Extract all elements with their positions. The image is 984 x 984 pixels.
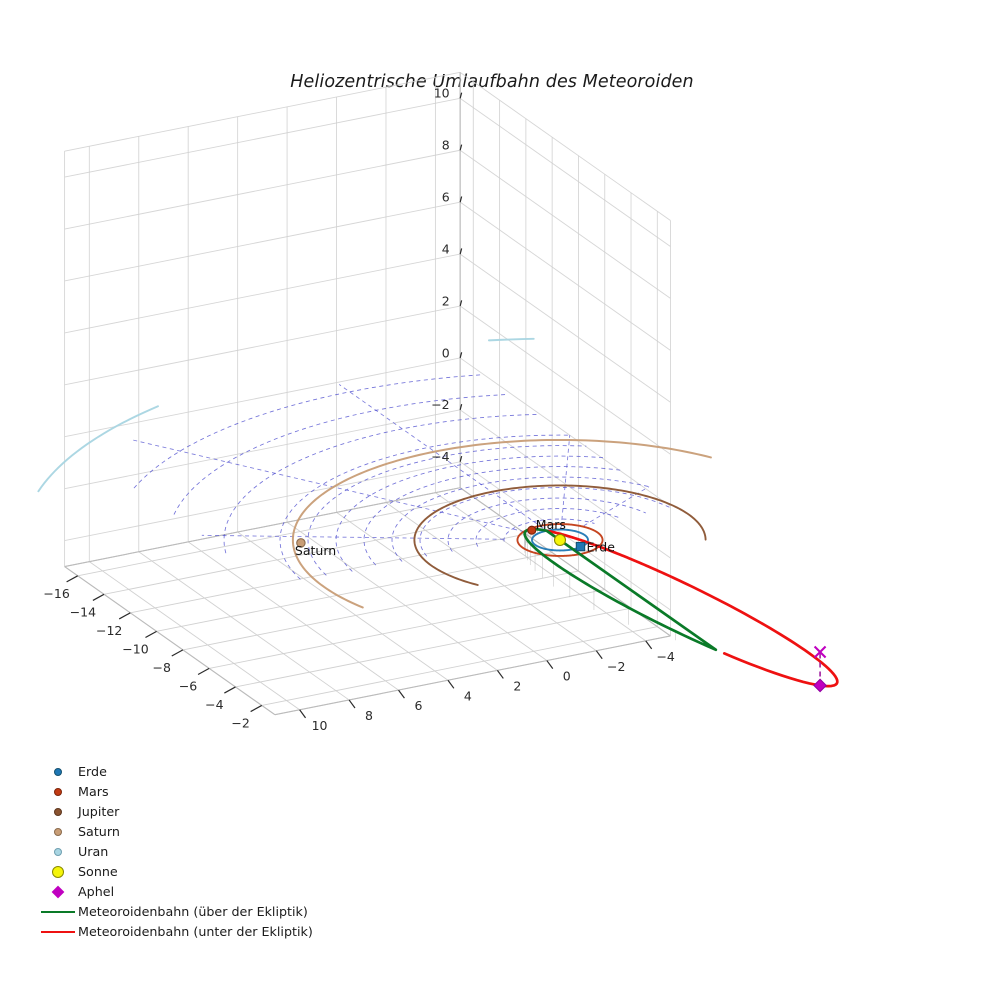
diamond-icon [51, 885, 65, 899]
body-label-saturn: Saturn [295, 543, 336, 558]
axis-tick-label: −6 [179, 679, 197, 694]
axis-tick-label: −14 [70, 604, 96, 619]
sonne-marker-icon [38, 862, 78, 882]
body-label-mars: Mars [536, 517, 566, 532]
mars-marker-icon [38, 782, 78, 802]
legend-label: Saturn [78, 824, 120, 839]
axis-tick-label: −2 [231, 716, 249, 731]
axis-tick-label: 6 [442, 190, 450, 205]
circle-icon [54, 808, 62, 816]
circle-icon [54, 828, 62, 836]
jupiter-marker-icon [38, 802, 78, 822]
meteoroid-orbit [523, 527, 839, 688]
axis-tick-label: −16 [43, 586, 69, 601]
axis-tick-label: 4 [464, 688, 472, 703]
legend-label: Sonne [78, 864, 118, 879]
erde-marker-icon [38, 762, 78, 782]
legend-label: Meteoroidenbahn (über der Ekliptik) [78, 904, 308, 919]
legend-item-aphel[interactable]: Aphel [38, 882, 368, 902]
legend-item-meteoroidenbahn[interactable]: Meteoroidenbahn (unter der Ekliptik) [38, 922, 368, 942]
circle-icon [52, 866, 64, 878]
planet-orbits [37, 337, 712, 609]
legend-label: Erde [78, 764, 107, 779]
axis-tick-label: −2 [607, 659, 625, 674]
axis-tick-label: 10 [434, 86, 450, 101]
axis-tick-label: 6 [414, 698, 422, 713]
axis-tick-label: 10 [312, 718, 328, 733]
polar-grid [132, 374, 671, 580]
axis-tick-label: 4 [442, 241, 450, 256]
legend-item-erde[interactable]: Erde [38, 762, 368, 782]
page-title: Heliozentrische Umlaufbahn des Meteoroid… [290, 72, 694, 92]
axes-panes [64, 71, 671, 716]
legend-label: Mars [78, 784, 109, 799]
line-swatch-icon [38, 922, 78, 942]
axis-tick-label: 2 [442, 293, 450, 308]
axis-tick-label: −10 [122, 641, 148, 656]
legend-label: Jupiter [78, 804, 120, 819]
axis-tick-label: 2 [513, 678, 521, 693]
aphelion-marker [813, 645, 827, 693]
legend-label: Meteoroidenbahn (unter der Ekliptik) [78, 924, 313, 939]
circle-icon [54, 848, 62, 856]
circle-icon [54, 788, 62, 796]
legend-item-uran[interactable]: Uran [38, 842, 368, 862]
axis-tick-label: 8 [442, 138, 450, 153]
body-label-erde: Erde [586, 540, 615, 555]
axis-tick-label: −12 [96, 623, 122, 638]
axis-tick-label: −2 [431, 397, 449, 412]
axis-tick-label: −4 [431, 449, 449, 464]
axis-tick-label: 0 [442, 345, 450, 360]
uran-marker-icon [38, 842, 78, 862]
line-swatch-icon [38, 902, 78, 922]
saturn-marker-icon [38, 822, 78, 842]
circle-icon [54, 768, 62, 776]
line-icon [41, 911, 75, 913]
legend-label: Aphel [78, 884, 115, 899]
axis-tick-label: −4 [656, 649, 674, 664]
legend: Erde Mars Jupiter Saturn Uran Sonne Aphel Meteo… [38, 762, 368, 942]
axis-tick-label: 8 [365, 708, 373, 723]
legend-item-meteoroidenbahn[interactable]: Meteoroidenbahn (über der Ekliptik) [38, 902, 368, 922]
legend-item-mars[interactable]: Mars [38, 782, 368, 802]
axis-tick-label: 0 [563, 669, 571, 684]
axis-tick-label: −4 [205, 697, 223, 712]
legend-label: Uran [78, 844, 109, 859]
line-icon [41, 931, 75, 933]
legend-item-sonne[interactable]: Sonne [38, 862, 368, 882]
celestial-bodies: Erde Mars Saturn [295, 517, 615, 558]
axis-ticks: −16−14−12−10 −8 −6 −4 −2 −4 −2 0 2 4 6 8 10 −4 −2 0 2 4 6 8… [43, 86, 675, 733]
legend-item-jupiter[interactable]: Jupiter [38, 802, 368, 822]
axis-tick-label: −8 [153, 660, 171, 675]
aphel-marker-icon [38, 882, 78, 902]
legend-item-saturn[interactable]: Saturn [38, 822, 368, 842]
